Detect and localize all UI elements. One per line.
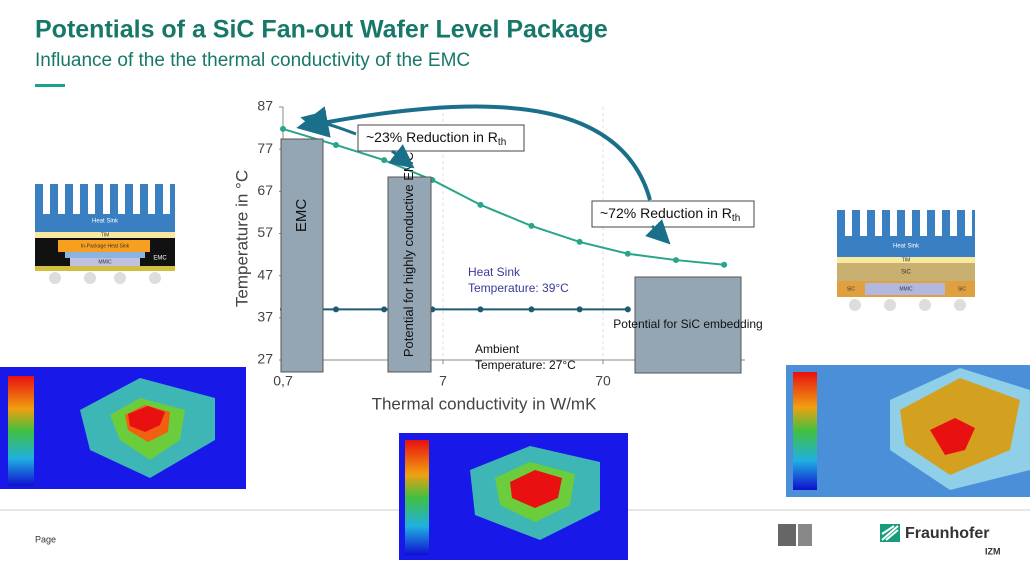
- data-point: [381, 306, 388, 313]
- arrow: [645, 219, 671, 245]
- tu-logo: [778, 524, 812, 546]
- data-point: [721, 261, 728, 268]
- slide-subtitle: Influance of the the thermal conductivit…: [35, 50, 470, 71]
- x-tick-label: 7: [439, 373, 447, 389]
- region-box: [634, 276, 742, 374]
- y-tick-label: 77: [257, 140, 273, 156]
- diagram-label: TIM: [101, 232, 110, 238]
- data-point: [332, 306, 339, 313]
- slide-title: Potentials of a SiC Fan-out Wafer Level …: [35, 16, 608, 44]
- y-axis-label: Temperature in °C: [232, 170, 251, 307]
- simulation-middle: [399, 433, 628, 560]
- diagram-label: In-Package Heat Sink: [81, 243, 130, 249]
- annotation-text: ~72% Reduction in R: [600, 205, 732, 221]
- y-tick-label: 57: [257, 224, 273, 240]
- region-label: Potential for SiC embedding: [613, 317, 762, 331]
- package-diagram-right: [837, 210, 975, 311]
- data-point: [624, 250, 631, 257]
- data-point: [528, 222, 535, 229]
- data-point: [381, 157, 388, 164]
- diagram-label: SiC: [847, 286, 855, 292]
- arrow: [296, 104, 652, 201]
- data-point: [576, 238, 583, 245]
- annotation: ~23% Reduction in Rth: [366, 129, 506, 148]
- data-point: [528, 306, 535, 313]
- accent-bar: [35, 84, 65, 87]
- x-axis-label: Thermal conductivity in W/mK: [372, 394, 597, 413]
- annotation: Heat Sink: [468, 265, 521, 279]
- diagram-label: MMIC: [98, 259, 112, 265]
- annotation-box: [357, 124, 525, 152]
- diagram-label: EMC: [153, 256, 167, 262]
- package-diagram-left: [35, 184, 175, 284]
- arrow: [388, 144, 415, 169]
- y-tick-label: 47: [257, 266, 273, 282]
- annotation: Ambient: [475, 342, 520, 356]
- data-point: [624, 306, 631, 313]
- data-point: [280, 125, 286, 132]
- annotation: Temperature: 27°C: [475, 358, 576, 372]
- annotation: Temperature: 39°C: [468, 281, 569, 295]
- region-label: Potential for highly conductive EMC: [401, 152, 416, 357]
- y-tick-label: 67: [257, 182, 273, 198]
- diagram-label: Heat Sink: [92, 219, 119, 225]
- region-label: EMC: [293, 199, 310, 233]
- simulation-right: [786, 365, 1030, 497]
- annotation-sub: th: [498, 137, 506, 148]
- annotation: ~72% Reduction in Rth: [600, 205, 740, 224]
- annotation-box: [591, 200, 755, 228]
- annotation-text: ~23% Reduction in R: [366, 129, 498, 145]
- fraunhofer-logo: Fraunhofer IZM: [880, 524, 1001, 556]
- data-point: [672, 257, 679, 264]
- diagram-label: MMIC: [899, 286, 913, 292]
- x-tick-label: 0,7: [273, 373, 293, 389]
- diagram-label: Heat Sink: [893, 244, 920, 250]
- annotation-sub: th: [732, 213, 740, 224]
- diagram-label: SiC: [901, 270, 911, 276]
- data-point: [576, 306, 583, 313]
- data-point: [332, 141, 339, 148]
- region-box: [280, 138, 324, 373]
- logo-text: Fraunhofer: [905, 525, 989, 542]
- data-point: [477, 306, 484, 313]
- y-tick-label: 37: [257, 309, 273, 325]
- x-tick-label: 70: [595, 373, 611, 389]
- data-point: [477, 201, 484, 208]
- logo-sub: IZM: [985, 546, 1001, 556]
- simulation-left: [0, 367, 246, 489]
- region-box: [387, 176, 432, 373]
- diagram-label: TIM: [902, 257, 911, 263]
- footer: Page: [35, 534, 56, 544]
- y-tick-label: 27: [257, 351, 273, 367]
- series-line: [282, 127, 725, 266]
- diagram-label: SiC: [958, 286, 966, 292]
- y-tick-label: 87: [257, 98, 273, 114]
